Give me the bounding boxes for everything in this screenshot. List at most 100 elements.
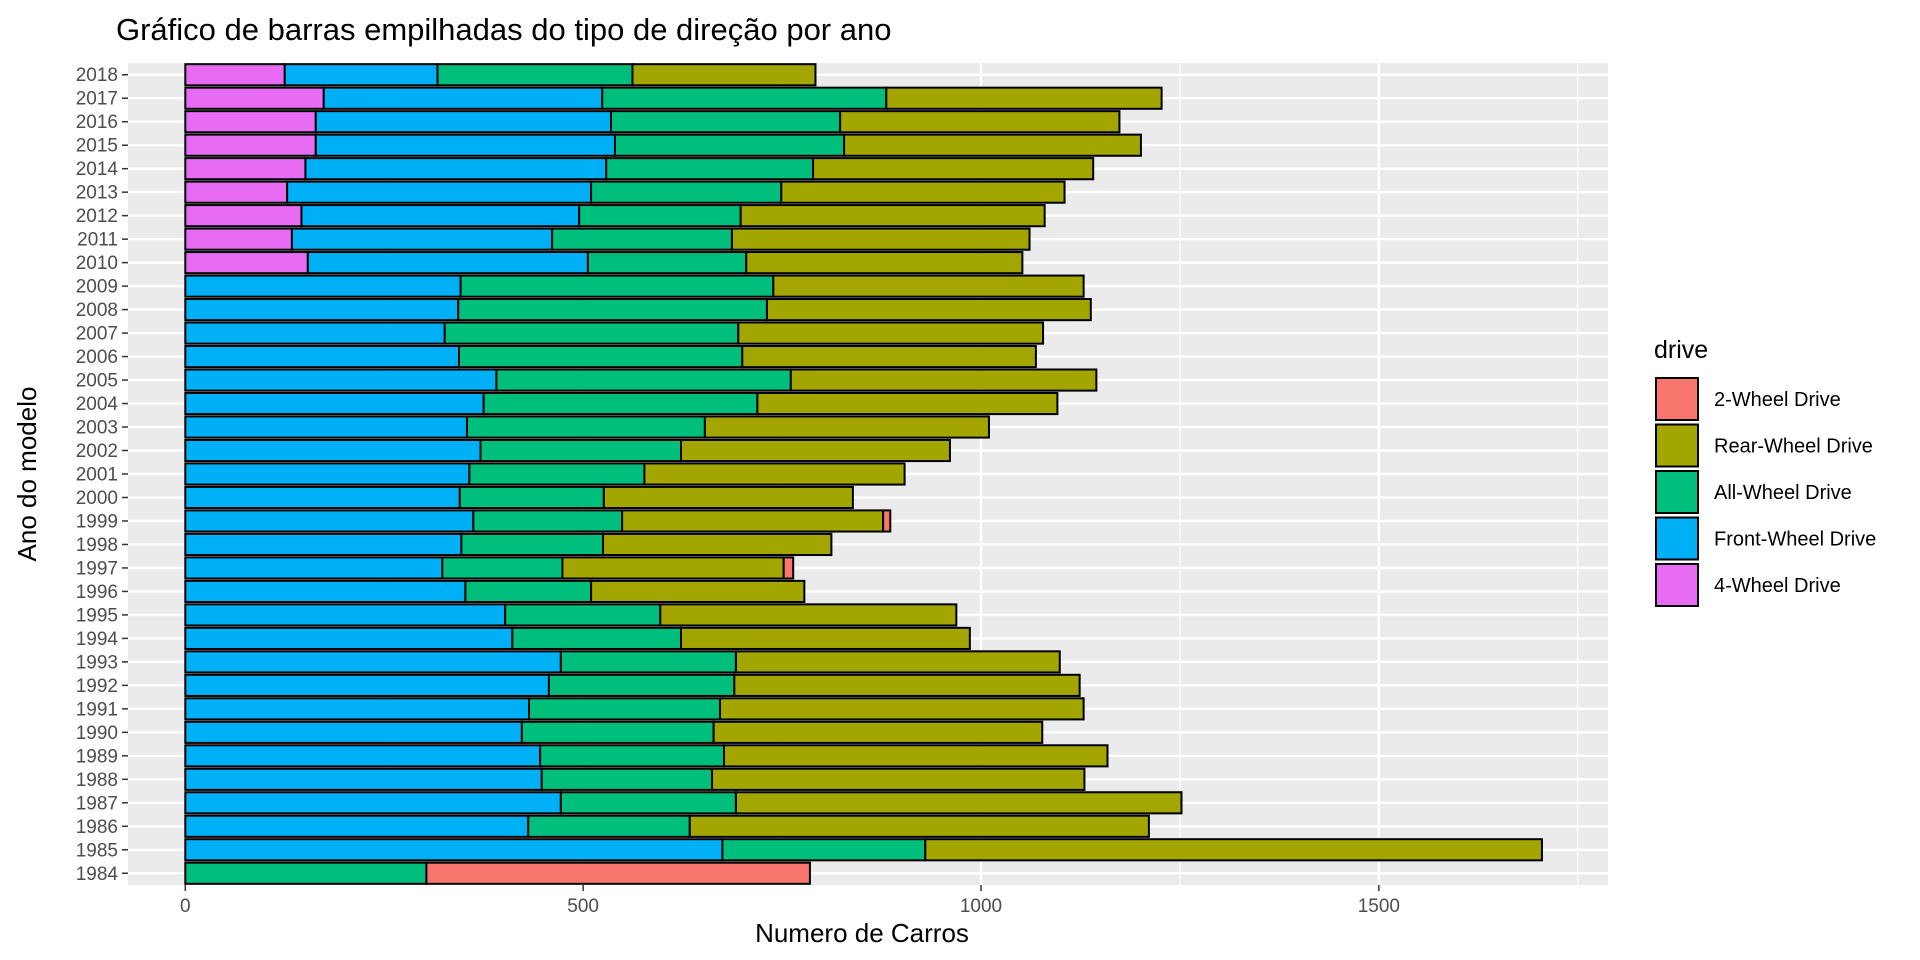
bar-2003-all-wheel-drive <box>465 415 706 439</box>
bar-2003-front-wheel-drive <box>184 415 468 439</box>
bar-1992-front-wheel-drive <box>184 673 550 697</box>
y-tick-label: 2014 <box>76 159 119 180</box>
bar-1994-all-wheel-drive <box>511 626 683 650</box>
legend-swatch <box>1655 470 1699 514</box>
legend: drive 2-Wheel Drive Rear-Wheel Drive All-W… <box>1654 336 1876 607</box>
bar-2015-4-wheel-drive <box>184 133 317 157</box>
y-tick-label: 2001 <box>76 465 118 486</box>
bar-1998-front-wheel-drive <box>184 532 463 557</box>
legend-label: 2-Wheel Drive <box>1714 389 1841 411</box>
legend-label: Front-Wheel Drive <box>1714 529 1876 551</box>
bar-2007-front-wheel-drive <box>184 321 446 345</box>
y-tick-label: 1992 <box>76 676 118 697</box>
bar-2012-front-wheel-drive <box>300 204 581 228</box>
bar-2017-all-wheel-drive <box>601 86 888 110</box>
bar-2010-rear-wheel-drive <box>745 251 1024 275</box>
bar-2013-4-wheel-drive <box>184 180 289 204</box>
bar-2018-rear-wheel-drive <box>631 63 817 87</box>
bar-2001-all-wheel-drive <box>468 462 646 486</box>
y-tick-label: 2011 <box>77 230 118 251</box>
bar-2010-all-wheel-drive <box>586 251 748 275</box>
y-tick-label: 1999 <box>76 511 118 532</box>
bar-1988-all-wheel-drive <box>540 767 714 791</box>
bar-2008-all-wheel-drive <box>457 298 768 322</box>
bar-1997-rear-wheel-drive <box>561 556 785 580</box>
bar-1996-rear-wheel-drive <box>590 579 806 603</box>
bar-2017-4-wheel-drive <box>184 86 325 110</box>
y-tick-label: 2009 <box>76 277 118 298</box>
x-tick-label: 1500 <box>1358 896 1400 917</box>
bar-1993-rear-wheel-drive <box>734 650 1061 674</box>
bar-1992-all-wheel-drive <box>547 673 736 697</box>
bar-2014-all-wheel-drive <box>605 157 815 181</box>
legend-title: drive <box>1654 336 1708 364</box>
bar-1996-front-wheel-drive <box>184 579 467 603</box>
bar-2008-front-wheel-drive <box>184 298 460 322</box>
bar-1989-front-wheel-drive <box>184 744 542 768</box>
bar-2013-front-wheel-drive <box>286 180 593 204</box>
bar-2000-rear-wheel-drive <box>602 485 854 510</box>
bar-2016-all-wheel-drive <box>609 110 842 134</box>
bar-1993-front-wheel-drive <box>184 650 562 674</box>
bar-2015-front-wheel-drive <box>314 133 616 157</box>
bar-2018-all-wheel-drive <box>436 63 634 87</box>
bar-1995-all-wheel-drive <box>504 603 662 627</box>
bar-1993-all-wheel-drive <box>559 650 737 674</box>
legend-swatch <box>1655 377 1699 421</box>
x-tick-label: 500 <box>567 896 599 917</box>
bar-2013-all-wheel-drive <box>590 180 783 204</box>
bar-1999-2-wheel-drive <box>882 509 892 533</box>
bar-1990-rear-wheel-drive <box>712 720 1044 744</box>
bar-2001-rear-wheel-drive <box>643 462 906 486</box>
bar-2018-4-wheel-drive <box>184 63 286 87</box>
bar-1988-front-wheel-drive <box>184 767 543 791</box>
bar-2002-all-wheel-drive <box>479 438 683 463</box>
legend-swatch <box>1655 423 1699 468</box>
bar-1985-rear-wheel-drive <box>924 838 1543 862</box>
bar-2003-rear-wheel-drive <box>703 415 990 439</box>
bar-2004-all-wheel-drive <box>482 391 759 416</box>
bar-2002-front-wheel-drive <box>184 438 482 463</box>
bar-1991-front-wheel-drive <box>184 697 531 721</box>
y-tick-label: 1985 <box>76 840 118 861</box>
legend-swatch <box>1655 563 1699 607</box>
bar-2015-all-wheel-drive <box>613 133 846 157</box>
bar-2014-front-wheel-drive <box>304 157 608 181</box>
bars-layer <box>184 63 1543 885</box>
y-tick-label: 2005 <box>76 371 118 392</box>
y-tick-label: 2000 <box>76 488 118 509</box>
bar-1989-all-wheel-drive <box>539 744 725 768</box>
bar-2008-rear-wheel-drive <box>765 298 1092 322</box>
y-tick-label: 2003 <box>76 418 118 439</box>
bar-1987-rear-wheel-drive <box>734 791 1183 815</box>
bar-1994-rear-wheel-drive <box>680 626 971 650</box>
bar-1998-rear-wheel-drive <box>602 532 833 557</box>
bar-2000-front-wheel-drive <box>184 485 461 510</box>
y-tick-label: 1990 <box>76 723 118 744</box>
bar-1988-rear-wheel-drive <box>711 767 1086 791</box>
legend-label: Rear-Wheel Drive <box>1714 436 1873 458</box>
legend-label: 4-Wheel Drive <box>1714 575 1841 597</box>
bar-1995-front-wheel-drive <box>184 603 507 627</box>
bar-1992-rear-wheel-drive <box>733 673 1081 697</box>
y-tick-label: 1997 <box>76 558 118 579</box>
bar-1986-rear-wheel-drive <box>688 814 1150 838</box>
y-tick-label: 1996 <box>76 582 118 603</box>
y-tick-label: 2002 <box>76 441 118 462</box>
bar-1991-rear-wheel-drive <box>719 697 1085 721</box>
bar-2006-front-wheel-drive <box>184 345 461 369</box>
bar-2004-front-wheel-drive <box>184 391 485 416</box>
y-tick-label: 1998 <box>76 535 118 556</box>
bar-2016-front-wheel-drive <box>314 110 612 134</box>
x-axis-title: Numero de Carros <box>755 918 969 948</box>
bar-1990-all-wheel-drive <box>520 720 715 744</box>
bar-2017-rear-wheel-drive <box>885 86 1163 110</box>
y-tick-label: 1987 <box>76 793 118 814</box>
bar-2006-all-wheel-drive <box>458 345 744 369</box>
bar-1998-all-wheel-drive <box>460 532 605 557</box>
bar-1986-all-wheel-drive <box>527 814 691 838</box>
y-tick-label: 2008 <box>76 300 118 321</box>
bar-1999-front-wheel-drive <box>184 509 475 533</box>
x-tick-label: 0 <box>180 896 191 917</box>
bar-1985-front-wheel-drive <box>184 838 724 862</box>
